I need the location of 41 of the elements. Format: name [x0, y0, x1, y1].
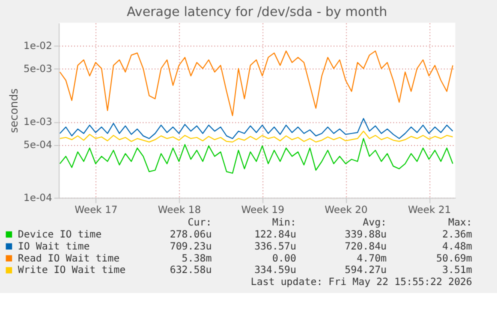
text: 4.70m: [356, 253, 387, 264]
y-tick-label: 5e-04: [24, 140, 52, 152]
text: 720.84u: [344, 241, 387, 252]
text: 278.06u: [170, 229, 212, 240]
legend-label: Device IO time: [18, 229, 102, 240]
legend-label: Write IO Wait time: [18, 265, 126, 276]
text: 4.48m: [442, 241, 472, 252]
x-tick-label: Week 20: [324, 205, 368, 216]
x-tick-label: Week 17: [74, 205, 118, 216]
y-axis-title: seconds: [8, 88, 21, 134]
text: 2.36m: [442, 229, 472, 240]
text: 339.88u: [344, 229, 387, 240]
line-series: [59, 50, 454, 116]
text: Cur:: [188, 218, 212, 229]
text: Min:: [272, 218, 296, 229]
text: 594.27u: [344, 265, 387, 276]
y-tick-label: 1e-04: [24, 193, 52, 204]
text: 334.59u: [254, 265, 296, 276]
text: Max:: [448, 218, 472, 229]
x-tick-label: Week 19: [241, 205, 284, 216]
text: 50.69m: [436, 253, 472, 264]
legend-label: IO Wait time: [18, 241, 90, 252]
text: 336.57u: [254, 241, 296, 252]
line-series: [59, 130, 454, 143]
text: Avg:: [362, 218, 387, 229]
legend-label: Read IO Wait time: [18, 253, 120, 264]
line-series: [59, 118, 454, 140]
x-tick-label: Week 18: [158, 205, 201, 216]
y-tick-label: 1e-02: [24, 41, 52, 52]
chart-title: Average latency for /dev/sda - by month: [126, 4, 388, 20]
text: 0.00: [272, 253, 296, 264]
y-tick-label: 1e-03: [24, 117, 52, 128]
text: 5.38m: [182, 253, 212, 264]
x-tick-label: Week 21: [408, 205, 451, 216]
text: Last update: Fri May 22 15:55:22 2026: [250, 277, 472, 288]
text: 632.58u: [170, 265, 212, 276]
text: 3.51m: [442, 265, 472, 276]
text: 122.84u: [254, 229, 296, 240]
line-series: [59, 138, 454, 174]
y-tick-label: 5e-03: [24, 64, 52, 75]
text: 709.23u: [170, 241, 212, 252]
